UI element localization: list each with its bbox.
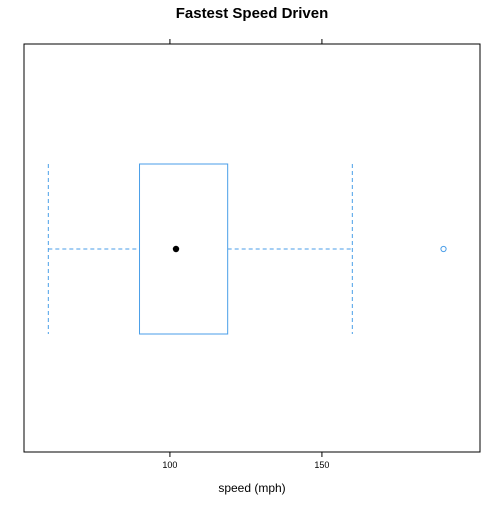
- interquartile-box: [139, 163, 229, 335]
- x-tick-label-150: 150: [314, 460, 329, 470]
- chart-title: Fastest Speed Driven: [176, 5, 329, 22]
- x-axis-label: speed (mph): [218, 481, 285, 495]
- x-tick-label-100: 100: [162, 460, 177, 470]
- outlier-point-0: [440, 245, 447, 253]
- median-dot: [172, 245, 180, 253]
- box-marks: [47, 163, 447, 335]
- axis-ticks: 100 150: [162, 39, 329, 470]
- plot-frame: [23, 43, 481, 453]
